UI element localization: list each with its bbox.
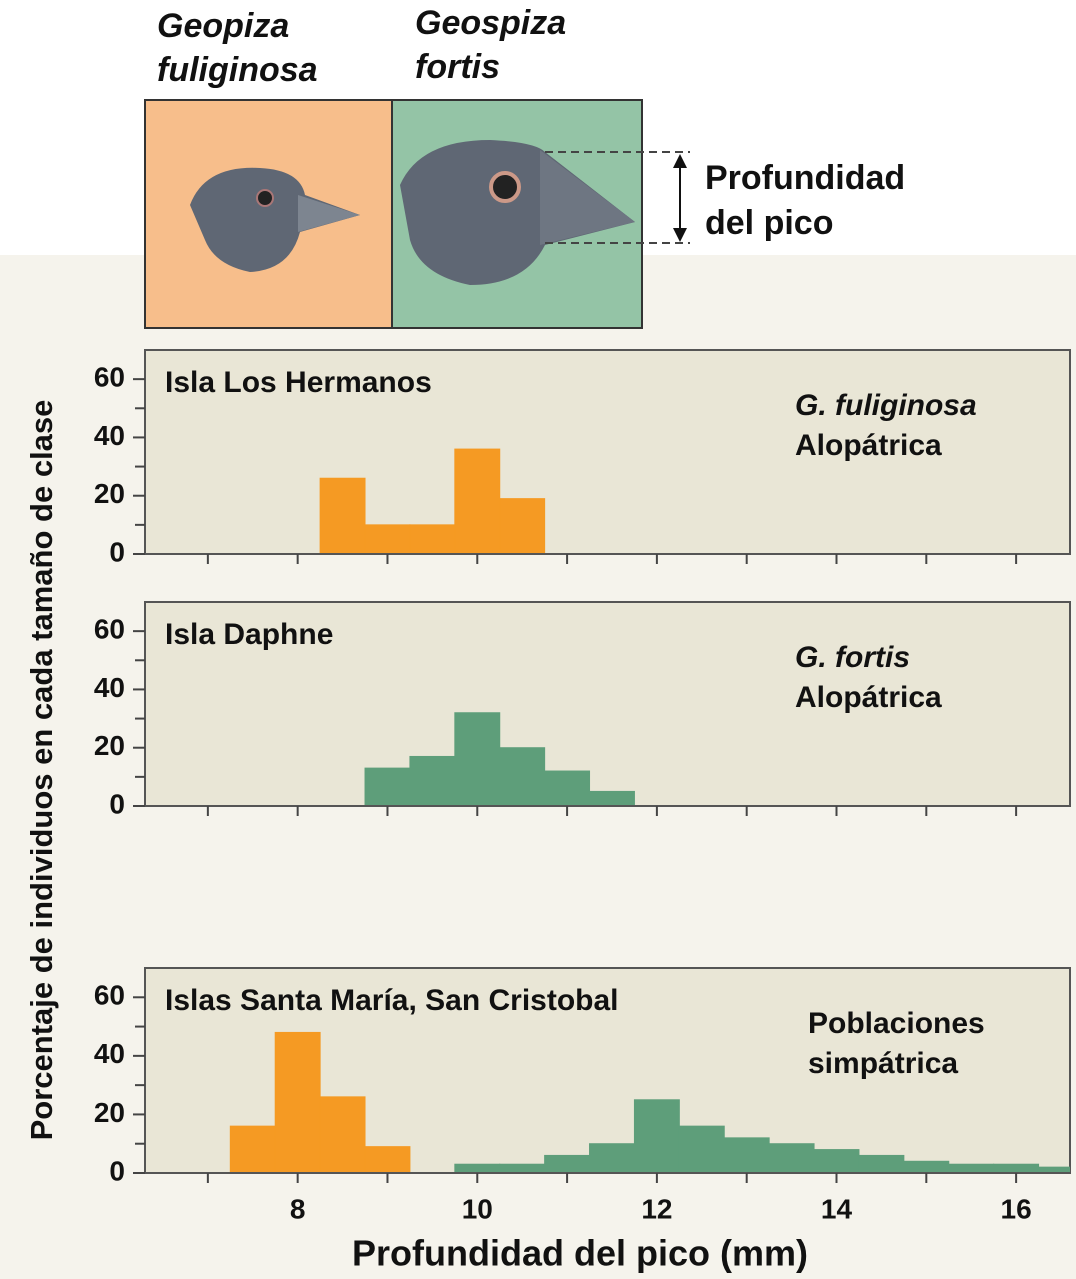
species-name: fortis [415,48,500,86]
panel-title: Isla Daphne [165,618,333,651]
histogram-bar [319,1096,366,1174]
histogram-bar [274,1031,321,1174]
measure-label: Profundidad [705,159,905,197]
histogram-bar [589,790,635,807]
y-tick-label: 60 [94,614,125,645]
y-tick-label: 60 [94,362,125,393]
y-axis-label: Porcentaje de individuos en cada tamaño … [24,400,59,1141]
x-axis-label: Profundidad del pico (mm) [352,1233,808,1274]
histogram-bar [229,1125,276,1174]
annotation: simpátrica [808,1047,958,1080]
panel-title: Isla Los Hermanos [165,366,432,399]
annotation: Alopátrica [795,429,942,462]
histogram-bar [364,524,411,555]
histogram-bar [454,448,501,555]
x-tick-label: 14 [821,1193,853,1224]
plot-area [144,349,1071,555]
measure-label: del pico [705,204,833,242]
y-tick-label: 20 [94,1097,125,1128]
species-name: Geopiza [157,7,289,45]
histogram-bar [948,1163,995,1174]
y-tick-label: 40 [94,420,125,451]
y-tick-label: 0 [109,1155,125,1186]
right-bird [400,140,635,285]
histogram-bar [813,1149,860,1174]
histogram-bar [319,477,366,555]
histogram-bar [858,1154,905,1174]
y-tick-label: 0 [109,536,125,567]
histogram-bar [454,712,501,807]
histogram-bar [499,747,546,807]
y-tick-label: 20 [94,478,125,509]
species-name: Geospiza [415,4,566,42]
histogram-bar [364,767,411,807]
annotation: Poblaciones [808,1007,985,1040]
y-tick-label: 40 [94,1038,125,1069]
annotation: G. fortis [795,641,910,674]
annotation: G. fuliginosa [795,389,977,422]
histogram-bar [409,524,456,555]
histogram-bar [678,1125,725,1174]
histogram-bar [499,1163,546,1174]
x-tick-label: 8 [290,1193,306,1224]
y-tick-label: 60 [94,980,125,1011]
y-tick-label: 40 [94,672,125,703]
histogram-bar [993,1163,1040,1174]
panel-title: Islas Santa María, San Cristobal [165,984,619,1017]
species-name: fuliginosa [157,51,318,89]
histogram-bar [544,1154,591,1174]
x-tick-label: 16 [1001,1193,1032,1224]
histogram-bar [589,1143,635,1174]
x-tick-label: 12 [641,1193,672,1224]
y-tick-label: 0 [109,788,125,819]
histogram-bar [499,498,546,555]
annotation: Alopátrica [795,681,942,714]
plot-area [144,601,1071,807]
histogram-bar [768,1143,815,1174]
y-tick-label: 20 [94,730,125,761]
histogram-bar [903,1160,950,1174]
histogram-bar [633,1099,680,1174]
histogram-bar [409,755,456,807]
histogram-bar [544,770,591,807]
x-tick-label: 10 [462,1193,493,1224]
left-bird [190,167,360,272]
histogram-bar [454,1163,501,1174]
histogram-bar [364,1146,411,1174]
histogram-bar [723,1137,770,1174]
